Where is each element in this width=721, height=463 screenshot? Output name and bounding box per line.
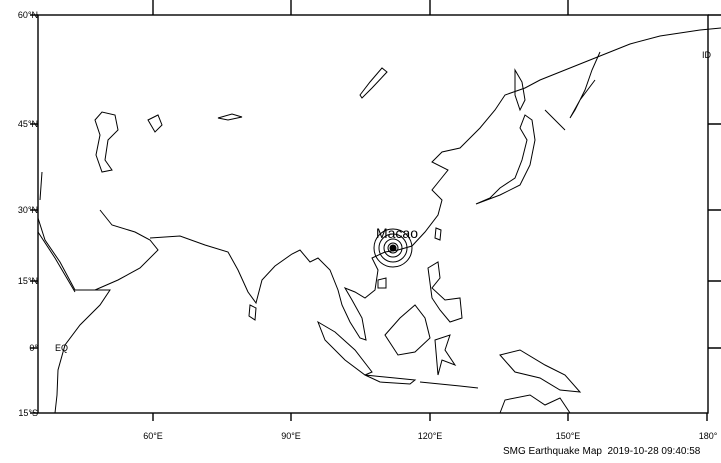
footer-title: SMG Earthquake Map — [503, 446, 602, 457]
lon-label-120e: 120°E — [417, 431, 443, 441]
japan — [475, 114, 536, 205]
lat-label-60n: 60°N — [17, 10, 38, 20]
south-asia-coast — [149, 27, 721, 341]
caspian-coast — [94, 111, 119, 173]
epicenter-label: Macao — [375, 225, 419, 241]
footer-datetime: 2019-10-28 09:40:58 — [607, 446, 701, 457]
coastlines — [37, 27, 721, 414]
lon-label-180: 180° — [698, 431, 718, 441]
baikal-coast — [359, 67, 388, 99]
sumatra — [317, 320, 373, 376]
lat-label-15n: 15°N — [17, 276, 38, 286]
java — [364, 374, 417, 385]
aral-coast — [147, 114, 163, 133]
lat-label-30n: 30°N — [17, 205, 38, 215]
arabia-coast — [37, 171, 159, 293]
lat-label-15s: 15°S — [18, 408, 38, 418]
africa-coast — [37, 217, 111, 414]
australia-north — [499, 394, 571, 414]
lesser-sunda — [419, 381, 479, 389]
map-footer: SMG Earthquake Map 2019-10-28 09:40:58 — [503, 446, 700, 457]
sulawesi — [434, 334, 457, 376]
map-frame — [30, 0, 721, 421]
kuril — [544, 109, 566, 131]
sri-lanka — [248, 304, 257, 321]
equator-label: EQ — [55, 343, 69, 353]
dateline-label: ID — [702, 50, 711, 60]
philippines — [427, 261, 463, 323]
lon-label-150e: 150°E — [555, 431, 581, 441]
lon-label-90e: 90°E — [281, 431, 301, 441]
borneo — [384, 304, 431, 356]
epicenter-marker — [373, 228, 413, 268]
lat-label-45n: 45°N — [17, 119, 38, 129]
hainan — [377, 277, 387, 289]
new-guinea — [499, 349, 582, 393]
lon-label-60e: 60°E — [143, 431, 163, 441]
taiwan — [434, 227, 442, 241]
kamchatka — [569, 51, 601, 119]
sakhalin — [514, 68, 526, 112]
lat-label-0: 0° — [29, 343, 38, 353]
balkhash — [217, 113, 243, 121]
